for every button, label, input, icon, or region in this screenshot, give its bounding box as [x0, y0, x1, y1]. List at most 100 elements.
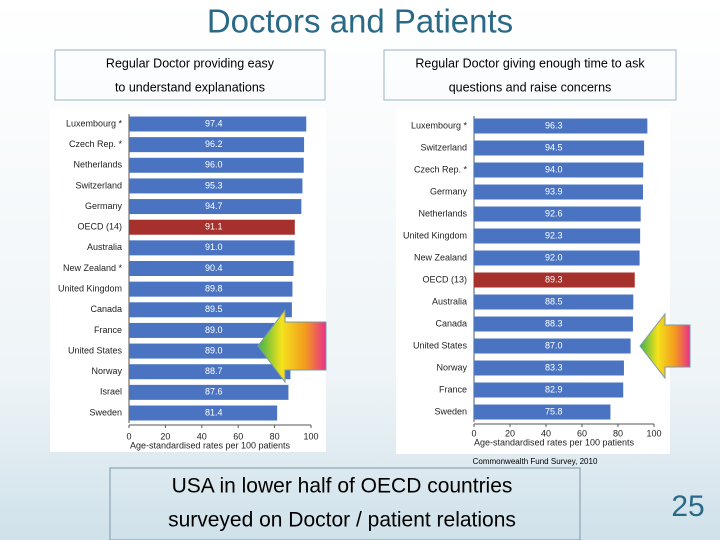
bar: [474, 162, 644, 178]
bar: [474, 250, 640, 266]
caption: surveyed on Doctor / patient relations: [168, 509, 516, 532]
bar: [129, 199, 302, 215]
value-label: 91.1: [205, 222, 223, 232]
category-label: New Zealand *: [63, 263, 123, 273]
bar: [474, 184, 644, 200]
x-tick-label: 20: [505, 428, 515, 438]
chart-title: Regular Doctor giving enough time to ask: [415, 56, 645, 70]
bar: [129, 322, 291, 338]
bar: [129, 302, 292, 318]
bar: [474, 294, 634, 310]
category-label: Sweden: [434, 406, 467, 416]
category-label: Canada: [90, 304, 122, 314]
x-tick-label: 40: [197, 431, 207, 441]
category-label: Sweden: [89, 407, 122, 417]
value-label: 94.0: [545, 164, 563, 174]
value-label: 81.4: [205, 407, 223, 417]
bar: [474, 360, 624, 376]
category-label: New Zealand: [414, 252, 467, 262]
bar: [129, 116, 307, 132]
value-label: 88.5: [545, 296, 563, 306]
value-label: 93.9: [545, 186, 563, 196]
value-label: 96.2: [205, 139, 223, 149]
bar: [474, 118, 648, 134]
value-label: 88.7: [205, 366, 223, 376]
value-label: 88.3: [545, 318, 563, 328]
category-label: Australia: [87, 242, 122, 252]
bar: [474, 140, 645, 156]
chart-title: questions and raise concerns: [449, 80, 612, 94]
value-label: 89.5: [205, 304, 223, 314]
bar: [129, 178, 303, 194]
chart-title: Regular Doctor providing easy: [106, 56, 275, 70]
header-box: [54, 49, 326, 101]
x-tick-label: 20: [160, 431, 170, 441]
category-label: OECD (14): [77, 222, 122, 232]
bar: [129, 405, 278, 421]
category-label: Luxembourg *: [411, 120, 468, 130]
category-label: Netherlands: [73, 160, 122, 170]
x-tick-label: 60: [233, 431, 243, 441]
x-tick-label: 0: [126, 431, 131, 441]
header-box: [383, 49, 677, 101]
page-number: 25: [671, 490, 704, 523]
bar: [129, 281, 293, 297]
x-tick-label: 80: [270, 431, 280, 441]
category-label: Czech Rep. *: [69, 139, 123, 149]
category-label: Germany: [430, 186, 468, 196]
category-label: Netherlands: [418, 208, 467, 218]
value-label: 87.0: [545, 340, 563, 350]
bar: [474, 404, 611, 420]
value-label: 96.0: [205, 160, 223, 170]
x-tick-label: 80: [613, 428, 623, 438]
bar: [474, 316, 633, 332]
arrow: [257, 308, 327, 384]
category-label: OECD (13): [422, 274, 467, 284]
value-label: 89.0: [205, 325, 223, 335]
x-axis-label: Age-standardised rates per 100 patients: [474, 437, 635, 447]
value-label: 92.6: [545, 208, 563, 218]
bar: [129, 240, 295, 256]
value-label: 92.0: [545, 252, 563, 262]
category-label: Norway: [436, 362, 467, 372]
bar: [129, 384, 289, 400]
value-label: 83.3: [545, 362, 563, 372]
caption-box: [109, 467, 581, 540]
category-label: United States: [413, 340, 468, 350]
x-tick-label: 100: [303, 431, 318, 441]
value-label: 94.7: [205, 201, 223, 211]
chart-title: to understand explanations: [115, 80, 265, 94]
x-tick-label: 60: [577, 428, 587, 438]
bar: [474, 206, 641, 222]
value-label: 89.0: [205, 345, 223, 355]
arrow: [639, 312, 691, 380]
value-label: 82.9: [545, 384, 563, 394]
category-label: France: [439, 384, 467, 394]
category-label: Israel: [100, 387, 122, 397]
category-label: Switzerland: [75, 180, 122, 190]
bar: [129, 137, 305, 153]
value-label: 97.4: [205, 118, 223, 128]
x-tick-label: 40: [541, 428, 551, 438]
category-label: France: [94, 325, 122, 335]
category-label: Canada: [435, 318, 467, 328]
x-axis-label: Age-standardised rates per 100 patients: [130, 440, 291, 450]
bar: [474, 338, 631, 354]
value-label: 95.3: [205, 180, 223, 190]
bar: [129, 219, 295, 235]
category-label: Switzerland: [420, 142, 467, 152]
slide-title: Doctors and Patients: [207, 3, 513, 40]
value-label: 91.0: [205, 242, 223, 252]
source: Commonwealth Fund Survey, 2010: [473, 457, 598, 466]
category-label: United Kingdom: [58, 284, 122, 294]
value-label: 92.3: [545, 230, 563, 240]
bar: [474, 382, 624, 398]
bar: [129, 343, 291, 359]
value-label: 94.5: [545, 142, 563, 152]
bar: [129, 261, 294, 276]
x-tick-label: 0: [471, 428, 476, 438]
value-label: 90.4: [205, 263, 223, 273]
caption: USA in lower half of OECD countries: [172, 475, 513, 498]
category-label: Germany: [85, 201, 123, 211]
